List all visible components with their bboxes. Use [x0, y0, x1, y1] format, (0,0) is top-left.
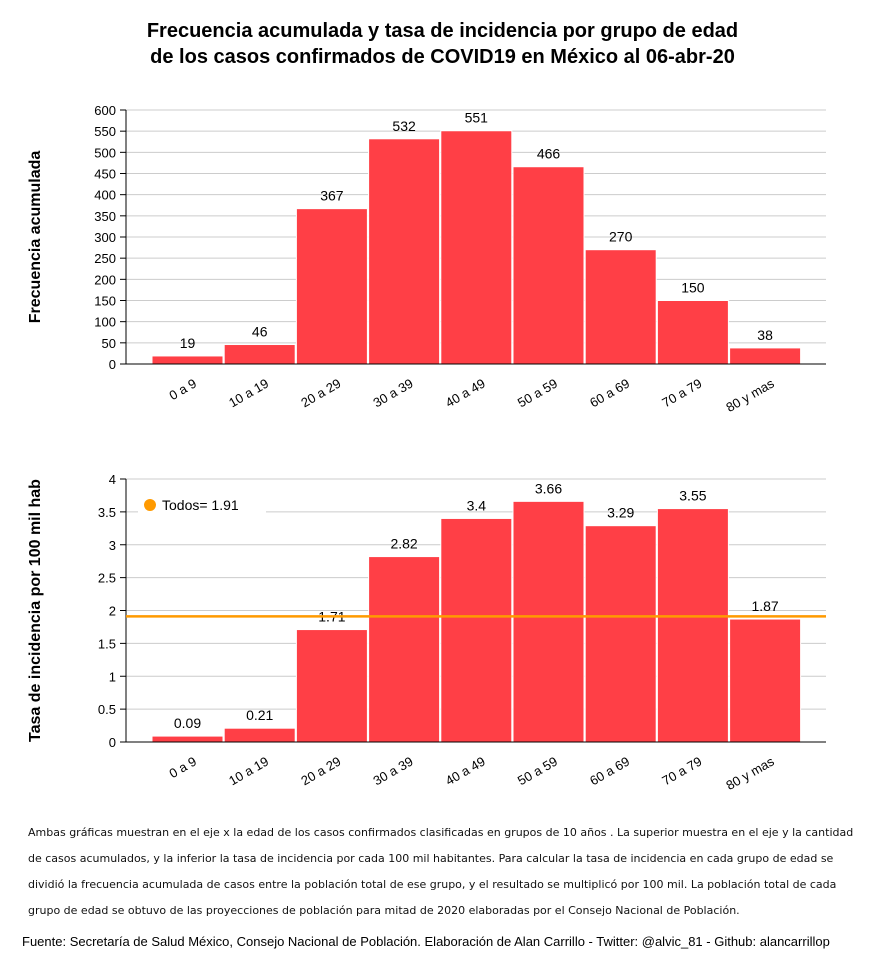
y-tick-label: 400: [94, 188, 116, 203]
bar-0-a-9: [151, 355, 224, 365]
cumulative-frequency-chart: 0 50 100 150 200 250 300 350 400 450 500 550 600 Frec…: [27, 103, 826, 415]
bar-value-label: 150: [681, 280, 705, 296]
x-tick-label: 30 a 39: [371, 754, 416, 789]
bar-value-label: 3.4: [467, 497, 487, 513]
y-tick-label: 500: [94, 145, 116, 160]
bar-value-label: 2.82: [390, 536, 417, 552]
legend-background: [138, 493, 266, 517]
y-tick-label: 450: [94, 167, 116, 182]
y-axis-title: Frecuencia acumulada: [27, 151, 44, 324]
bar-value-label: 46: [252, 324, 268, 340]
y-tick-label: 250: [94, 251, 116, 266]
bar-value-label: 38: [757, 327, 773, 343]
y-tick-label: 3: [109, 538, 116, 553]
bar-value-label: 19: [180, 335, 196, 351]
y-tick-label: 200: [94, 272, 116, 287]
legend: Todos= 1.91: [138, 493, 266, 517]
y-tick-label: 0.5: [98, 702, 116, 717]
y-tick-label: 2: [109, 604, 116, 619]
y-tick-label: 3.5: [98, 505, 116, 520]
x-tick-label: 80 y mas: [723, 753, 777, 793]
bar-value-label: 367: [320, 188, 344, 204]
bar-value-label: 551: [465, 110, 489, 126]
incidence-rate-chart: 0 0.5 1 1.5 2 2.5 3 3.5 4 Tasa de incidencia por …: [27, 472, 826, 793]
x-tick-label: 20 a 29: [298, 376, 343, 411]
bar-10-a-19: [223, 727, 296, 743]
bar-20-a-29: [295, 629, 368, 743]
bar-70-a-79: [656, 300, 729, 365]
bar-60-a-69: [584, 249, 657, 365]
explanatory-note: Ambas gráficas muestran en el eje x la e…: [28, 826, 854, 917]
bar-value-label: 532: [392, 118, 416, 134]
y-tick-label: 2.5: [98, 571, 116, 586]
x-tick-label: 50 a 59: [515, 376, 560, 411]
x-tick-label: 60 a 69: [587, 754, 632, 789]
y-tick-label: 1: [109, 669, 116, 684]
y-tick-label: 0: [109, 357, 116, 372]
x-tick-label: 80 y mas: [723, 375, 777, 415]
x-tick-label: 0 a 9: [166, 376, 199, 403]
bar-value-label: 0.21: [246, 707, 273, 723]
y-axis-title: Tasa de incidencia por 100 mil hab: [27, 479, 44, 742]
bar-70-a-79: [656, 508, 729, 743]
bar-value-label: 3.66: [535, 480, 562, 496]
x-tick-label: 10 a 19: [226, 754, 271, 789]
x-tick-label: 30 a 39: [371, 376, 416, 411]
x-tick-label: 40 a 49: [443, 754, 488, 789]
bar-30-a-39: [368, 138, 441, 365]
y-tick-label: 4: [109, 472, 116, 487]
x-tick-label: 70 a 79: [659, 376, 704, 411]
x-tick-label: 60 a 69: [587, 376, 632, 411]
x-tick-label: 10 a 19: [226, 376, 271, 411]
y-tick-label: 50: [102, 336, 116, 351]
y-tick-label: 1.5: [98, 636, 116, 651]
chart-title: Frecuencia acumulada y tasa de incidenci…: [0, 18, 885, 70]
x-tick-label: 20 a 29: [298, 754, 343, 789]
chart-title-line-1: Frecuencia acumulada y tasa de incidenci…: [146, 20, 739, 42]
bar-value-label: 270: [609, 229, 633, 245]
bar-10-a-19: [223, 344, 296, 365]
x-tick-label: 0 a 9: [166, 754, 199, 781]
y-tick-label: 0: [109, 735, 116, 750]
bar-80-y-mas: [729, 347, 802, 365]
legend-label: Todos= 1.91: [162, 497, 239, 513]
legend-marker: [144, 499, 156, 511]
bar-value-label: 3.29: [607, 505, 634, 521]
x-tick-label: 40 a 49: [443, 376, 488, 411]
bar-80-y-mas: [729, 618, 802, 743]
chart-title-line-2: de los casos confirmados de COVID19 en M…: [150, 46, 735, 68]
y-tick-label: 300: [94, 230, 116, 245]
y-tick-label: 600: [94, 103, 116, 118]
bar-value-label: 466: [537, 146, 561, 162]
bar-60-a-69: [584, 525, 657, 743]
bar-40-a-49: [440, 517, 513, 743]
y-tick-label: 100: [94, 315, 116, 330]
bar-50-a-59: [512, 500, 585, 743]
y-tick-label: 350: [94, 209, 116, 224]
x-tick-label: 70 a 79: [659, 754, 704, 789]
bar-value-label: 1.87: [751, 598, 778, 614]
bar-30-a-39: [368, 556, 441, 743]
bar-0-a-9: [151, 735, 224, 743]
y-tick-label: 150: [94, 294, 116, 309]
source-credit: Fuente: Secretaría de Salud México, Cons…: [22, 934, 830, 949]
x-tick-label: 50 a 59: [515, 754, 560, 789]
bar-value-label: 0.09: [174, 715, 201, 731]
y-tick-label: 550: [94, 124, 116, 139]
bar-50-a-59: [512, 166, 585, 365]
bar-40-a-49: [440, 130, 513, 365]
bar-20-a-29: [295, 208, 368, 365]
bar-value-label: 3.55: [679, 488, 706, 504]
